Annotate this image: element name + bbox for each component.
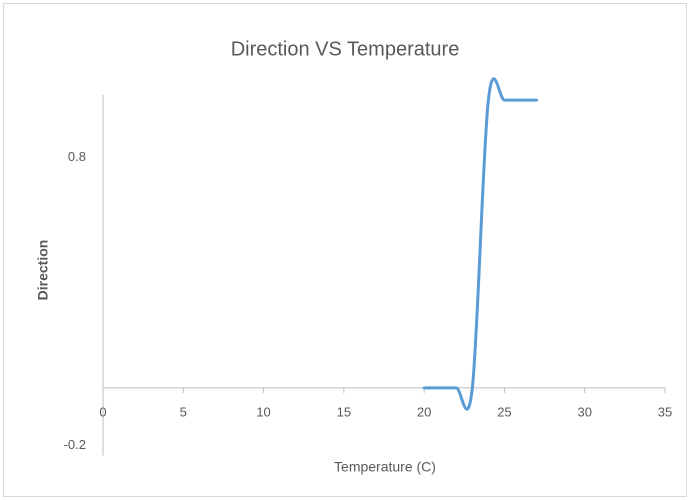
x-tick-label: 0 xyxy=(99,404,106,419)
y-tick-label: -0.2 xyxy=(64,437,86,452)
x-tick-label: 25 xyxy=(497,404,511,419)
x-tick-label: 35 xyxy=(658,404,672,419)
x-tick-label: 10 xyxy=(256,404,270,419)
chart-title: Direction VS Temperature xyxy=(231,38,460,60)
y-tick-label: 0.8 xyxy=(68,149,86,164)
x-tick-label: 5 xyxy=(180,404,187,419)
data-line xyxy=(422,77,539,411)
y-axis-label: Direction xyxy=(35,240,51,301)
x-tick-label: 20 xyxy=(417,404,431,419)
x-tick-label: 30 xyxy=(577,404,591,419)
x-tick-label: 15 xyxy=(337,404,351,419)
chart-border xyxy=(3,3,687,497)
x-axis-label: Temperature (C) xyxy=(334,459,436,475)
